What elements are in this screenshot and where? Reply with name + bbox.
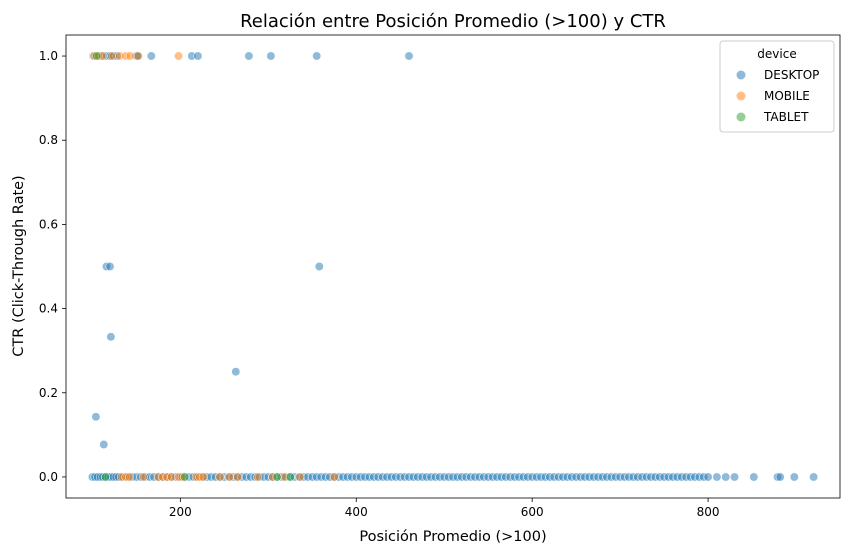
legend-label-tablet: TABLET [763, 110, 809, 124]
legend-box [719, 40, 835, 133]
x-tick-label: 800 [697, 505, 720, 519]
plot-frame [65, 34, 841, 499]
data-point-mobile [329, 472, 339, 482]
data-point-desktop [404, 51, 414, 61]
data-point-desktop [712, 472, 722, 482]
data-point-mobile [225, 472, 235, 482]
data-point-desktop [244, 51, 254, 61]
y-tick-label: 0.8 [39, 133, 58, 147]
legend-marker-tablet [736, 112, 746, 122]
data-point-tablet [285, 472, 295, 482]
legend-marker-desktop [736, 70, 746, 80]
legend-label-desktop: DESKTOP [764, 68, 819, 82]
data-point-mobile [107, 51, 117, 61]
data-point-tablet [101, 472, 111, 482]
data-point-desktop [105, 262, 115, 271]
data-point-tablet [180, 472, 190, 482]
y-axis-label: CTR (Click-Through Rate) [11, 175, 27, 356]
data-point-desktop [266, 51, 276, 61]
data-point-desktop [314, 262, 324, 271]
axis-ticks: 200 400 600 800 0.0 0.2 0.4 0.6 0.8 1.0 [39, 49, 720, 519]
data-point-desktop [730, 472, 739, 482]
data-point-desktop [749, 472, 759, 482]
data-point-tablet [92, 51, 102, 61]
legend-marker-mobile [736, 91, 746, 101]
series-tablet [92, 51, 295, 482]
data-point-desktop [99, 440, 109, 449]
data-point-desktop [775, 472, 785, 482]
data-point-mobile [233, 472, 242, 482]
data-point-desktop [106, 332, 116, 342]
data-point-desktop [721, 472, 731, 482]
data-point-mobile [174, 51, 184, 61]
legend-title: device [757, 47, 796, 61]
data-point-desktop [91, 412, 101, 422]
x-tick-label: 200 [169, 505, 192, 519]
y-tick-label: 1.0 [39, 49, 58, 63]
data-point-desktop [312, 51, 322, 61]
x-tick-label: 400 [345, 505, 368, 519]
data-point-desktop [146, 51, 156, 61]
data-point-desktop [789, 472, 799, 482]
chart-title: Relación entre Posición Promedio (>100) … [240, 11, 666, 32]
data-points [87, 51, 819, 482]
data-point-mobile [138, 472, 148, 482]
legend-label-mobile: MOBILE [764, 89, 810, 103]
data-point-mobile [198, 472, 208, 482]
data-point-desktop [231, 367, 241, 377]
y-tick-label: 0.6 [39, 217, 58, 231]
data-point-mobile [125, 51, 135, 61]
data-point-desktop [193, 51, 203, 61]
data-point-mobile [133, 51, 143, 61]
data-point-desktop [703, 472, 713, 482]
data-point-mobile [124, 472, 134, 482]
data-point-desktop [809, 472, 819, 482]
plot-area [66, 35, 840, 498]
y-tick-label: 0.0 [39, 470, 58, 484]
data-point-mobile [253, 472, 263, 482]
data-point-tablet [272, 472, 282, 482]
x-axis-label: Posición Promedio (>100) [359, 529, 546, 545]
data-point-mobile [295, 472, 305, 482]
x-tick-label: 600 [521, 505, 544, 519]
y-tick-label: 0.4 [39, 302, 58, 316]
data-point-mobile [215, 472, 225, 482]
legend: device DESKTOP MOBILE TABLET [719, 40, 835, 133]
y-tick-label: 0.2 [39, 386, 58, 400]
